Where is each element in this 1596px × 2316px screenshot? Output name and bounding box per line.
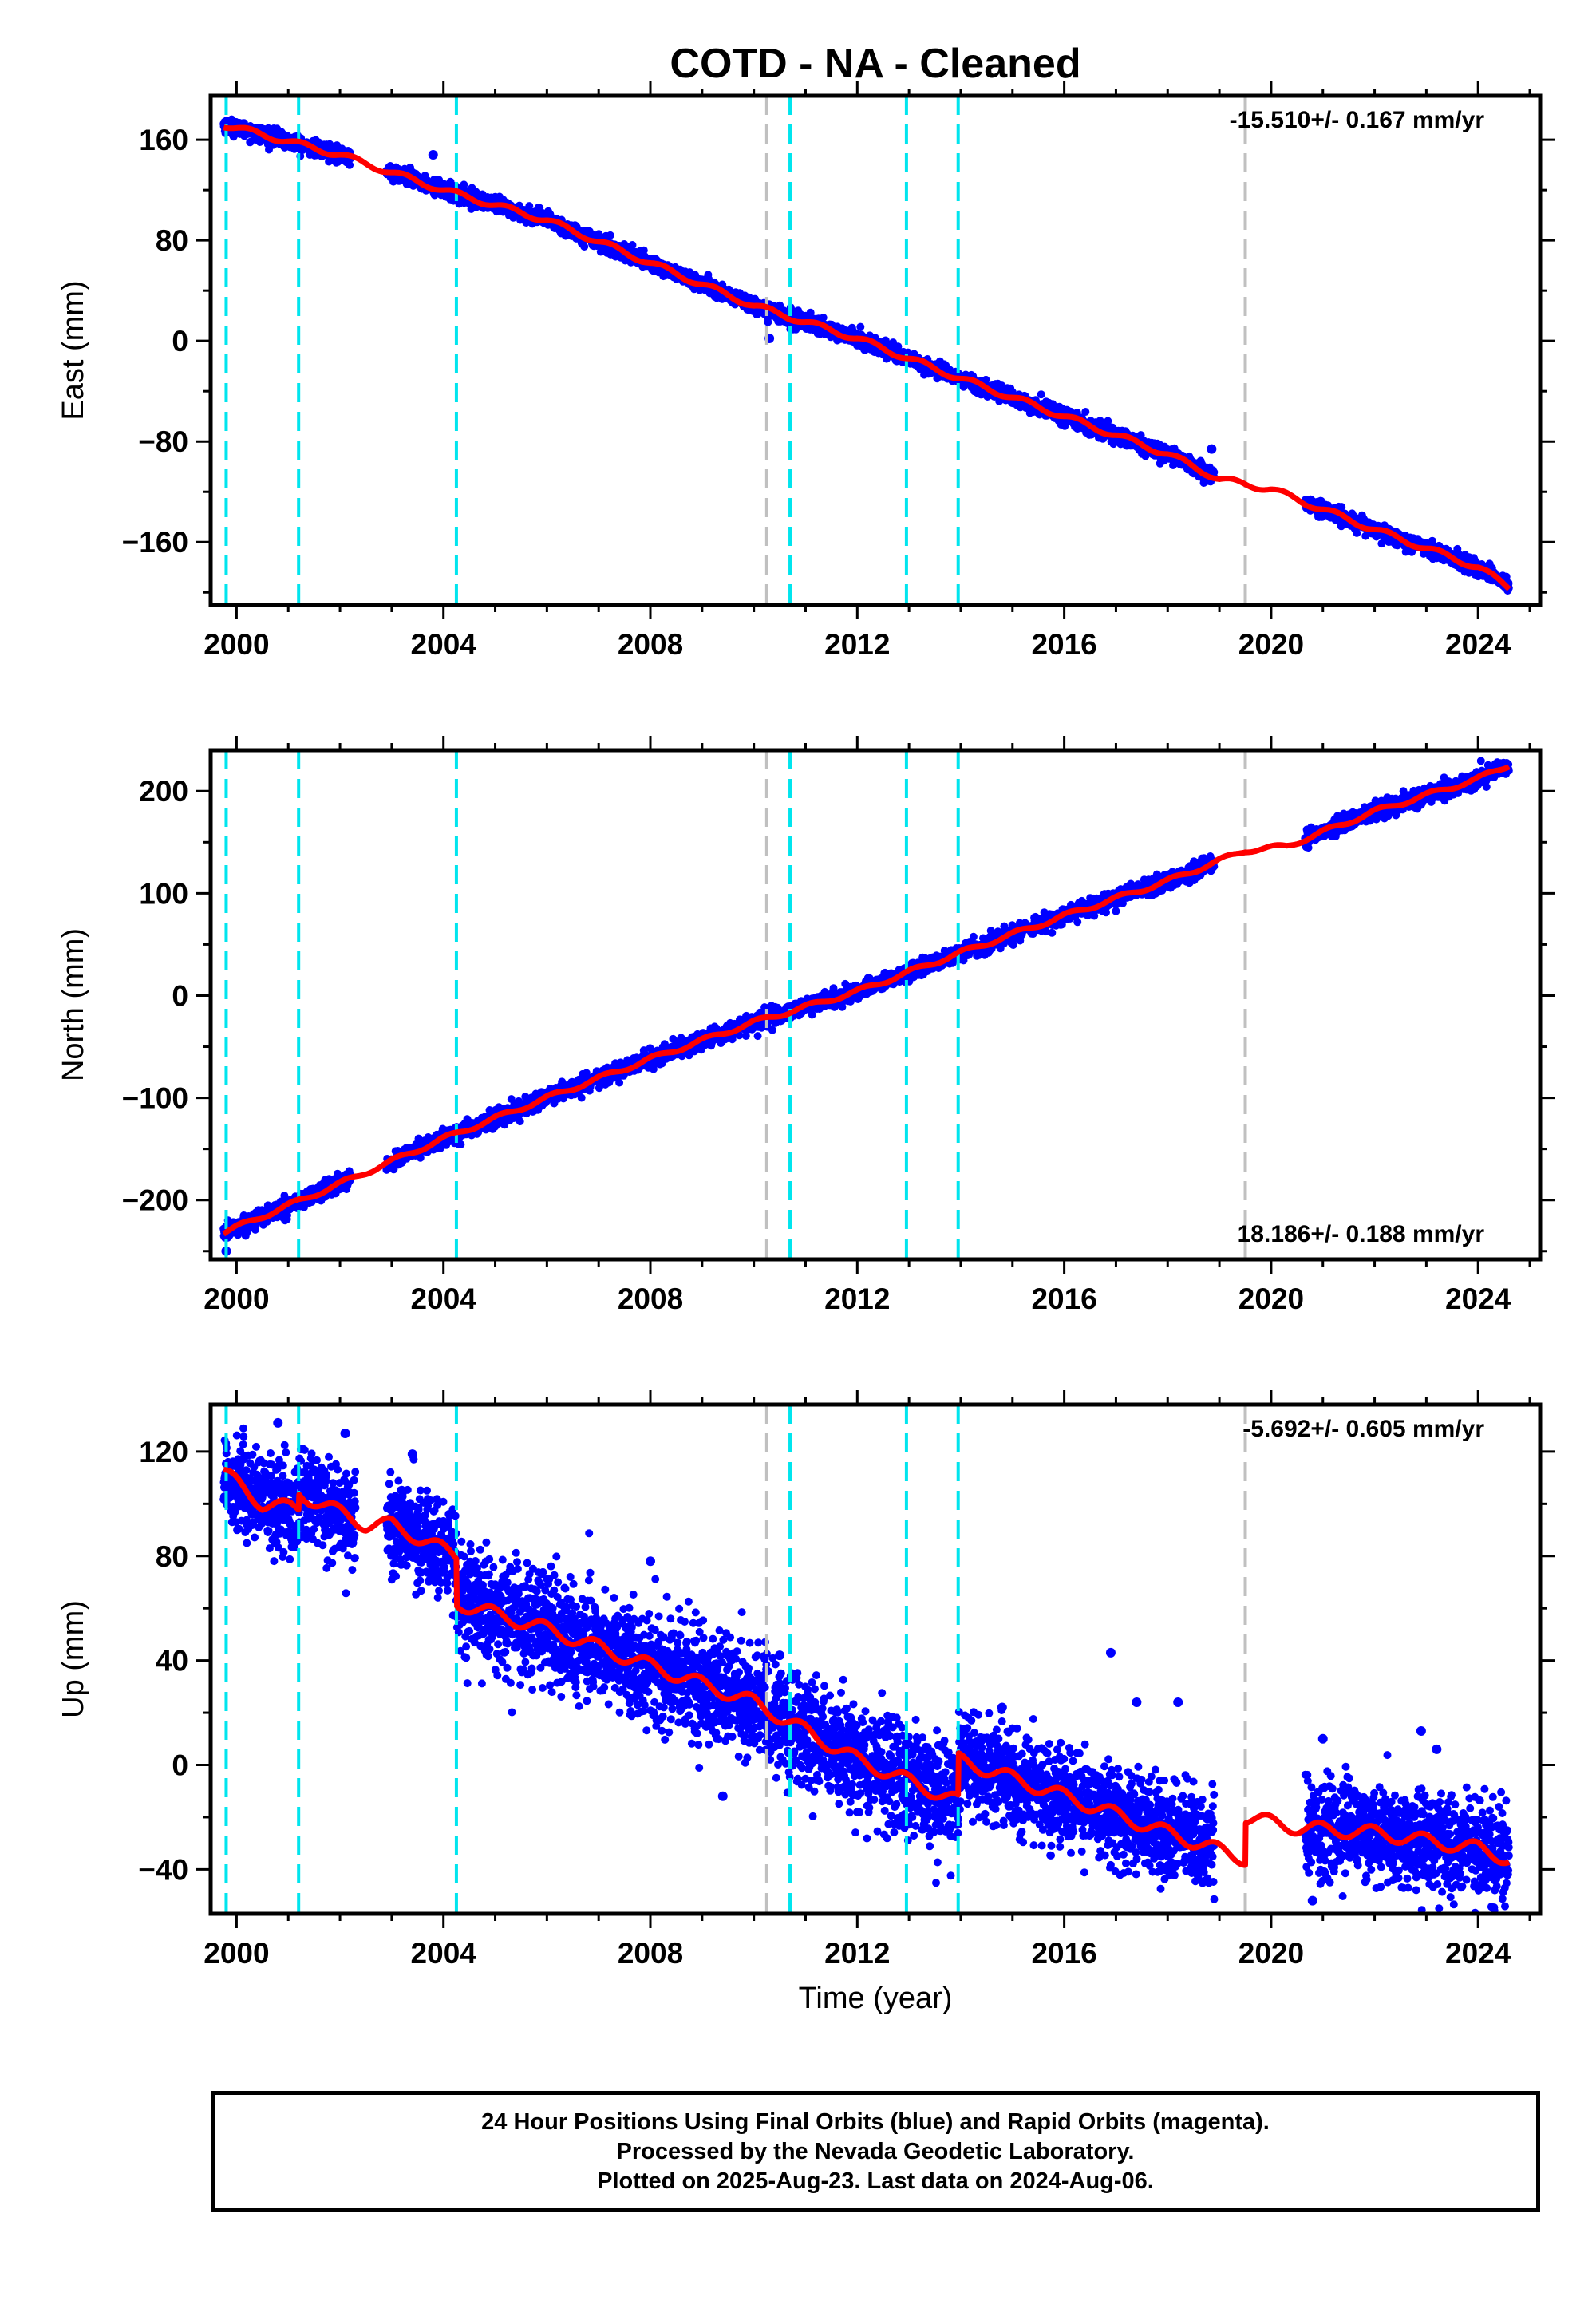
outlier-point [428, 150, 438, 160]
data-point [460, 180, 468, 189]
data-point [346, 160, 354, 169]
data-point [628, 241, 637, 249]
data-point [819, 314, 828, 322]
x-tick-label: 2012 [824, 628, 890, 661]
x-tick-label: 2016 [1031, 628, 1096, 661]
data-point [639, 246, 648, 255]
y-axis-label: East (mm) [57, 280, 90, 420]
data-point [516, 1117, 524, 1126]
figure-title: COTD - NA - Cleaned [670, 41, 1080, 87]
y-tick-label: 0 [172, 325, 188, 358]
data-points [219, 115, 1513, 595]
velocity-label: -15.510+/- 0.167 mm/yr [1230, 107, 1485, 133]
data-point [856, 322, 865, 331]
panel-east: 2000 2004 2008 2012 2016 2020 2024 −160 −80 0 80 16… [57, 81, 1555, 661]
plot-area [219, 96, 1513, 605]
x-tick-label: 2020 [1238, 628, 1304, 661]
outlier-point [1207, 444, 1217, 454]
data-point [1037, 390, 1045, 399]
x-tick-label: 2004 [411, 628, 477, 661]
y-tick-label: −160 [122, 526, 188, 559]
data-point [580, 243, 589, 251]
data-point [606, 231, 614, 239]
y-tick-label: −80 [138, 425, 188, 458]
plot-area [219, 750, 1513, 1259]
x-tick-label: 2024 [1445, 628, 1511, 661]
y-tick-label: 80 [156, 224, 188, 257]
x-tick-label: 2000 [203, 628, 269, 661]
data-point [1081, 408, 1090, 416]
y-tick-label: 160 [139, 124, 188, 156]
panels-group: 2000 2004 2008 2012 2016 2020 2024 −160 −80 0 80 16… [57, 81, 1555, 1970]
data-point [577, 1093, 586, 1102]
x-tick-label: 2008 [618, 628, 683, 661]
panel-north: 2000 2004 2008 2012 2016 2020 2024−200−1000100… [57, 736, 1555, 1315]
